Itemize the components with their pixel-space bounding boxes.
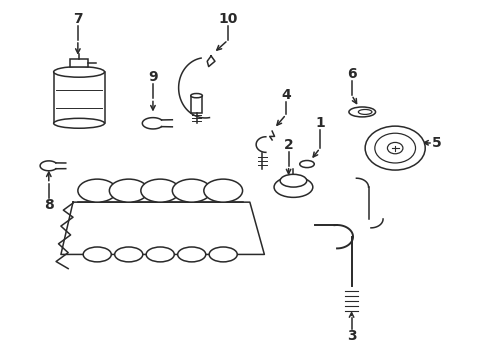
Bar [191,96,202,113]
Ellipse shape [204,179,243,202]
Ellipse shape [83,247,111,262]
Text: 4: 4 [281,88,291,102]
Ellipse shape [191,94,202,98]
Text: 2: 2 [284,138,294,152]
Ellipse shape [209,247,237,262]
Ellipse shape [274,177,313,197]
Text: 1: 1 [315,116,325,130]
Ellipse shape [358,109,372,114]
Ellipse shape [141,179,180,202]
Text: 9: 9 [148,70,158,84]
Ellipse shape [78,179,117,202]
Text: 5: 5 [432,136,441,150]
Circle shape [375,133,416,163]
Ellipse shape [172,179,211,202]
Bar [71,59,88,67]
Circle shape [365,126,425,170]
Ellipse shape [146,247,174,262]
Text: 10: 10 [219,12,238,26]
Circle shape [388,143,403,154]
Text: 3: 3 [347,329,356,343]
Text: 6: 6 [347,67,356,81]
Ellipse shape [109,179,148,202]
Ellipse shape [349,107,375,117]
Ellipse shape [53,67,104,77]
Ellipse shape [178,247,206,262]
Text: 8: 8 [44,198,54,212]
Ellipse shape [115,247,143,262]
Ellipse shape [300,161,314,168]
Bar [53,72,104,123]
Ellipse shape [280,174,307,187]
Text: 7: 7 [73,12,83,26]
Ellipse shape [53,118,104,128]
